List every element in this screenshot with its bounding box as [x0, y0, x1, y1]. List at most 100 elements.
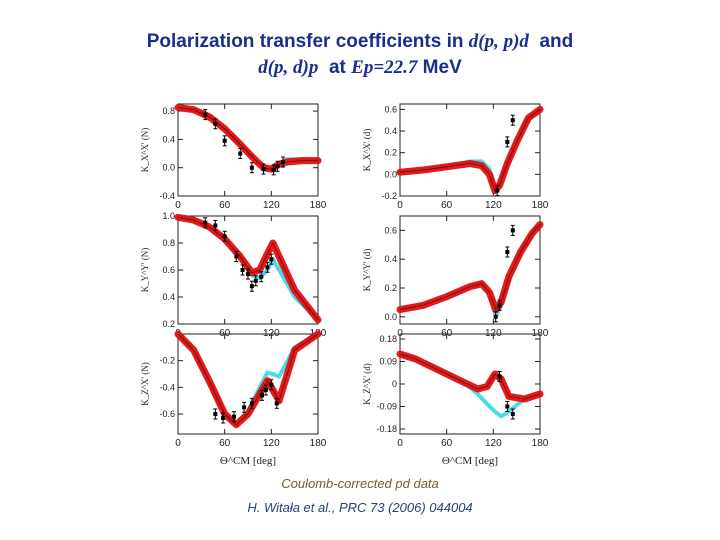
x-tick-label: 120	[263, 200, 280, 211]
data-point	[281, 160, 285, 165]
data-point	[259, 274, 264, 279]
y-tick-label: 0.2	[384, 283, 397, 293]
data-point	[510, 412, 515, 416]
y-tick-label: 0.6	[384, 104, 397, 114]
caption-data-note: Coulomb-corrected pd data	[281, 476, 439, 491]
data-point	[203, 112, 208, 117]
prediction-band-red	[174, 104, 322, 173]
y-tick-label: 0.0	[162, 163, 175, 173]
y-tick-label: 0.8	[162, 238, 175, 248]
x-tick-label: 120	[485, 200, 502, 211]
data-point	[505, 139, 510, 144]
title-line-2: d(p, d)p at Ep=22.7 MeV	[0, 56, 720, 80]
data-point	[213, 412, 218, 416]
y-tick-label: 0.0	[384, 169, 397, 179]
plot-frame-right-top	[399, 103, 541, 197]
y-tick-label: 0.4	[384, 254, 397, 264]
y-axis-label: K_Y^Y' (d)	[362, 249, 372, 292]
y-axis-label: K_Y^Y' (N)	[140, 248, 150, 293]
data-point	[238, 151, 243, 156]
data-point	[505, 250, 510, 254]
prediction-center-line	[399, 109, 541, 192]
data-point	[261, 167, 266, 172]
y-axis-label: K_X^X' (N)	[140, 128, 150, 173]
x-tick-label: 120	[263, 438, 280, 449]
x-tick-label: 180	[532, 200, 549, 211]
data-point	[213, 223, 218, 228]
plot-frame-left-top	[177, 103, 319, 197]
title-and: and	[539, 31, 574, 52]
y-tick-label: 0.4	[162, 134, 175, 144]
caption-reference: H. Witała et al., PRC 73 (2006) 044004	[247, 500, 473, 515]
y-tick-label: 1.0	[162, 211, 175, 221]
data-point	[269, 257, 274, 262]
title-at: at	[328, 57, 346, 78]
x-tick-label: 60	[219, 200, 231, 211]
y-tick-label: -0.2	[159, 356, 175, 366]
prediction-center-line	[399, 353, 541, 400]
y-tick-label: -0.2	[381, 191, 397, 201]
y-tick-label: 0.4	[384, 126, 397, 136]
data-point	[222, 138, 227, 143]
y-tick-label: 0.2	[384, 148, 397, 158]
data-point	[221, 416, 226, 420]
data-point	[260, 393, 264, 398]
y-tick-label: -0.18	[376, 424, 397, 434]
data-point	[495, 188, 500, 193]
x-tick-label: 0	[175, 438, 181, 449]
data-point	[240, 268, 245, 272]
data-point	[253, 278, 258, 283]
plot-frame-left-bottom	[177, 333, 319, 435]
x-tick-label: 0	[397, 200, 403, 211]
data-point	[271, 167, 276, 172]
data-point	[275, 164, 280, 169]
data-point	[510, 118, 515, 123]
x-tick-label: 60	[441, 200, 453, 211]
y-tick-label: 0.6	[162, 265, 175, 275]
y-tick-label: 0.2	[162, 319, 175, 329]
y-tick-label: 0.6	[384, 225, 397, 235]
x-tick-label: 120	[485, 438, 502, 449]
x-axis-label-left: Θ^CM [deg]	[220, 455, 276, 467]
y-tick-label: -0.4	[159, 382, 175, 392]
prediction-band-red	[396, 105, 544, 195]
data-point	[246, 272, 250, 277]
y-tick-label: 0.8	[162, 106, 175, 116]
y-tick-label: 0	[392, 379, 397, 389]
data-point	[274, 401, 279, 406]
data-point	[242, 405, 247, 410]
title-reaction-elastic: d(p, p)d	[468, 31, 529, 52]
y-tick-label: 0.09	[379, 357, 397, 367]
data-point	[505, 404, 510, 409]
data-point	[232, 414, 236, 419]
data-point	[269, 382, 274, 387]
y-tick-label: 0.18	[379, 334, 397, 344]
data-point	[249, 401, 254, 406]
x-tick-label: 180	[310, 438, 327, 449]
y-axis-label: K_Z^X' (N)	[140, 362, 150, 406]
title-unit: MeV	[422, 57, 462, 78]
data-point	[510, 228, 515, 233]
x-tick-label: 180	[310, 200, 327, 211]
x-tick-label: 180	[532, 438, 549, 449]
x-axis-label-right: Θ^CM [deg]	[442, 455, 498, 467]
title-reaction-breakup: d(p, d)p	[258, 57, 319, 78]
data-point	[203, 220, 208, 225]
prediction-band-cyan	[398, 107, 542, 190]
data-point	[497, 374, 502, 379]
plot-frame-right-middle	[399, 215, 541, 325]
y-tick-label: -0.09	[376, 402, 397, 412]
data-point	[249, 284, 254, 289]
polarization-figure: 0 60 120 180 -0.4 0.0 0.4 0.8 K_X^X' (N) 0 60 120 18…	[140, 103, 549, 467]
y-axis-label: K_Z^X' (d)	[362, 363, 372, 405]
x-tick-label: 60	[219, 438, 231, 449]
data-point	[213, 121, 218, 126]
data-point	[497, 303, 502, 308]
x-tick-label: 0	[175, 200, 181, 211]
data-point	[222, 234, 227, 239]
y-tick-label: -0.4	[159, 191, 175, 201]
data-point	[234, 254, 239, 259]
y-axis-label: K_X^X' (d)	[362, 129, 372, 172]
y-tick-label: 0.4	[162, 292, 175, 302]
title-text: Polarization transfer coefficients in	[146, 31, 469, 52]
